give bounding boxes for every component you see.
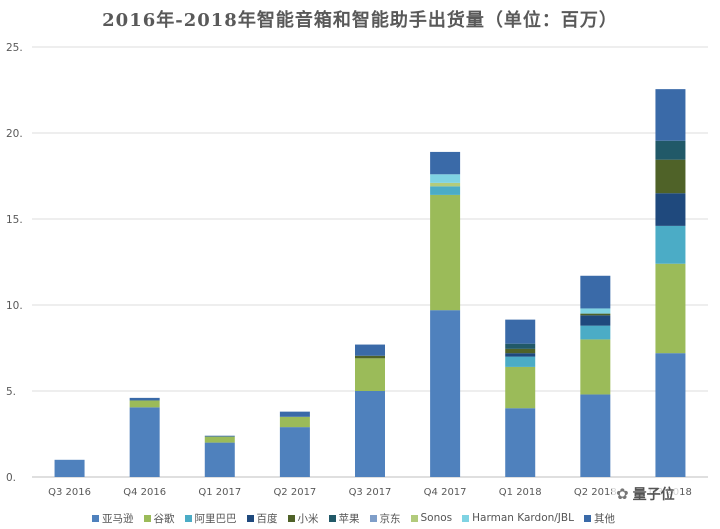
bar-segment <box>580 339 611 395</box>
bar-segment <box>655 263 686 354</box>
bar-segment <box>355 358 385 391</box>
bar-segment <box>505 408 536 477</box>
axis-layer: 0. 5. 10. 15. 20. 25. Q3 2016 Q4 2016 Q1 2017 Q2 … <box>6 42 692 498</box>
bar-segment <box>655 159 686 194</box>
legend-item: 阿里巴巴 <box>184 511 237 526</box>
bars-layer <box>54 89 686 477</box>
legend-label: 亚马逊 <box>102 512 134 525</box>
legend-swatch <box>410 514 418 522</box>
bar-segment <box>655 140 686 160</box>
chart-title: 2016年-2018年智能音箱和智能助手出货量（单位：百万） <box>102 10 618 31</box>
bar-segment <box>129 397 160 401</box>
legend-item: 谷歌 <box>143 511 175 526</box>
bar-segment <box>430 186 461 195</box>
bar-segment <box>655 193 686 226</box>
y-tick-label: 15. <box>6 214 23 226</box>
watermark-text: 量子位 <box>632 487 675 503</box>
legend-swatch <box>143 514 151 522</box>
legend-swatch <box>287 514 295 522</box>
legend-label: Sonos <box>420 512 453 524</box>
legend-swatch <box>328 514 336 522</box>
watermark: ✿ 量子位 <box>612 483 679 505</box>
legend-label: 京东 <box>379 512 401 525</box>
bar-segment <box>655 353 686 477</box>
bar-segment <box>355 391 385 477</box>
legend-label: 小米 <box>297 512 319 525</box>
legend: 亚马逊 谷歌 阿里巴巴 百度 小米 苹果 京东 Sonos Harman Kardon/JBL 其… <box>92 510 625 526</box>
y-tick-label: 20. <box>6 128 23 140</box>
legend-item: Harman Kardon/JBL <box>462 512 574 524</box>
legend-item: Sonos <box>410 512 453 524</box>
bar-segment <box>505 353 536 357</box>
y-tick-label: 25. <box>6 42 23 54</box>
bar-segment <box>355 355 385 359</box>
bar-segment <box>355 344 385 356</box>
x-tick-label: Q3 2017 <box>349 487 392 498</box>
bar-segment <box>430 151 461 175</box>
legend-swatch <box>184 514 192 522</box>
bar-segment <box>580 325 611 340</box>
bar-segment <box>580 308 611 314</box>
x-tick-label: Q4 2016 <box>123 487 166 498</box>
bar-segment <box>505 319 536 344</box>
bar-segment <box>129 407 160 477</box>
bar-segment <box>580 394 611 477</box>
x-tick-label: Q1 2018 <box>499 487 542 498</box>
bar-segment <box>129 400 160 408</box>
bar-segment <box>279 411 310 417</box>
wechat-icon: ✿ <box>616 485 629 503</box>
legend-swatch <box>92 514 99 522</box>
legend-item: 京东 <box>369 511 401 526</box>
x-tick-label: Q4 2017 <box>424 487 467 498</box>
x-tick-label: Q2 2018 <box>574 487 617 498</box>
legend-swatch <box>246 514 254 522</box>
bar-segment <box>430 194 461 311</box>
bar-segment <box>204 435 235 437</box>
legend-swatch <box>369 514 377 522</box>
y-tick-label: 0. <box>6 472 16 484</box>
legend-item: 苹果 <box>328 511 360 526</box>
y-tick-label: 5. <box>6 386 16 398</box>
legend-item: 其他 <box>583 511 615 526</box>
bar-segment <box>279 416 310 428</box>
legend-label: 苹果 <box>338 512 360 525</box>
bar-segment <box>580 275 611 309</box>
x-tick-label: Q3 2016 <box>48 487 91 498</box>
x-tick-label: Q2 2017 <box>273 487 316 498</box>
legend-label: 百度 <box>256 512 278 525</box>
legend-swatch <box>462 514 470 522</box>
legend-swatch <box>583 514 591 522</box>
bar-segment <box>580 315 611 326</box>
legend-item: 亚马逊 <box>92 511 134 526</box>
y-tick-label: 10. <box>6 300 23 312</box>
legend-item: 小米 <box>287 511 319 526</box>
bar-segment <box>279 427 310 477</box>
bar-segment <box>54 459 85 477</box>
bar-segment <box>430 182 461 187</box>
bar-segment <box>505 348 536 354</box>
bar-segment <box>505 343 536 349</box>
bar-segment <box>204 436 235 443</box>
x-tick-label: Q1 2017 <box>198 487 241 498</box>
bar-segment <box>204 442 235 477</box>
bar-segment <box>505 366 536 409</box>
legend-label: 阿里巴巴 <box>194 512 237 525</box>
legend-item: 百度 <box>246 511 278 526</box>
legend-label: Harman Kardon/JBL <box>472 512 574 524</box>
bar-segment <box>655 89 686 141</box>
legend-label: 谷歌 <box>153 512 175 525</box>
bar-segment <box>430 174 461 183</box>
legend-label: 其他 <box>593 512 615 525</box>
bar-segment <box>655 225 686 264</box>
bar-segment <box>430 310 461 477</box>
bar-segment <box>505 356 536 367</box>
bar-segment <box>580 313 611 316</box>
